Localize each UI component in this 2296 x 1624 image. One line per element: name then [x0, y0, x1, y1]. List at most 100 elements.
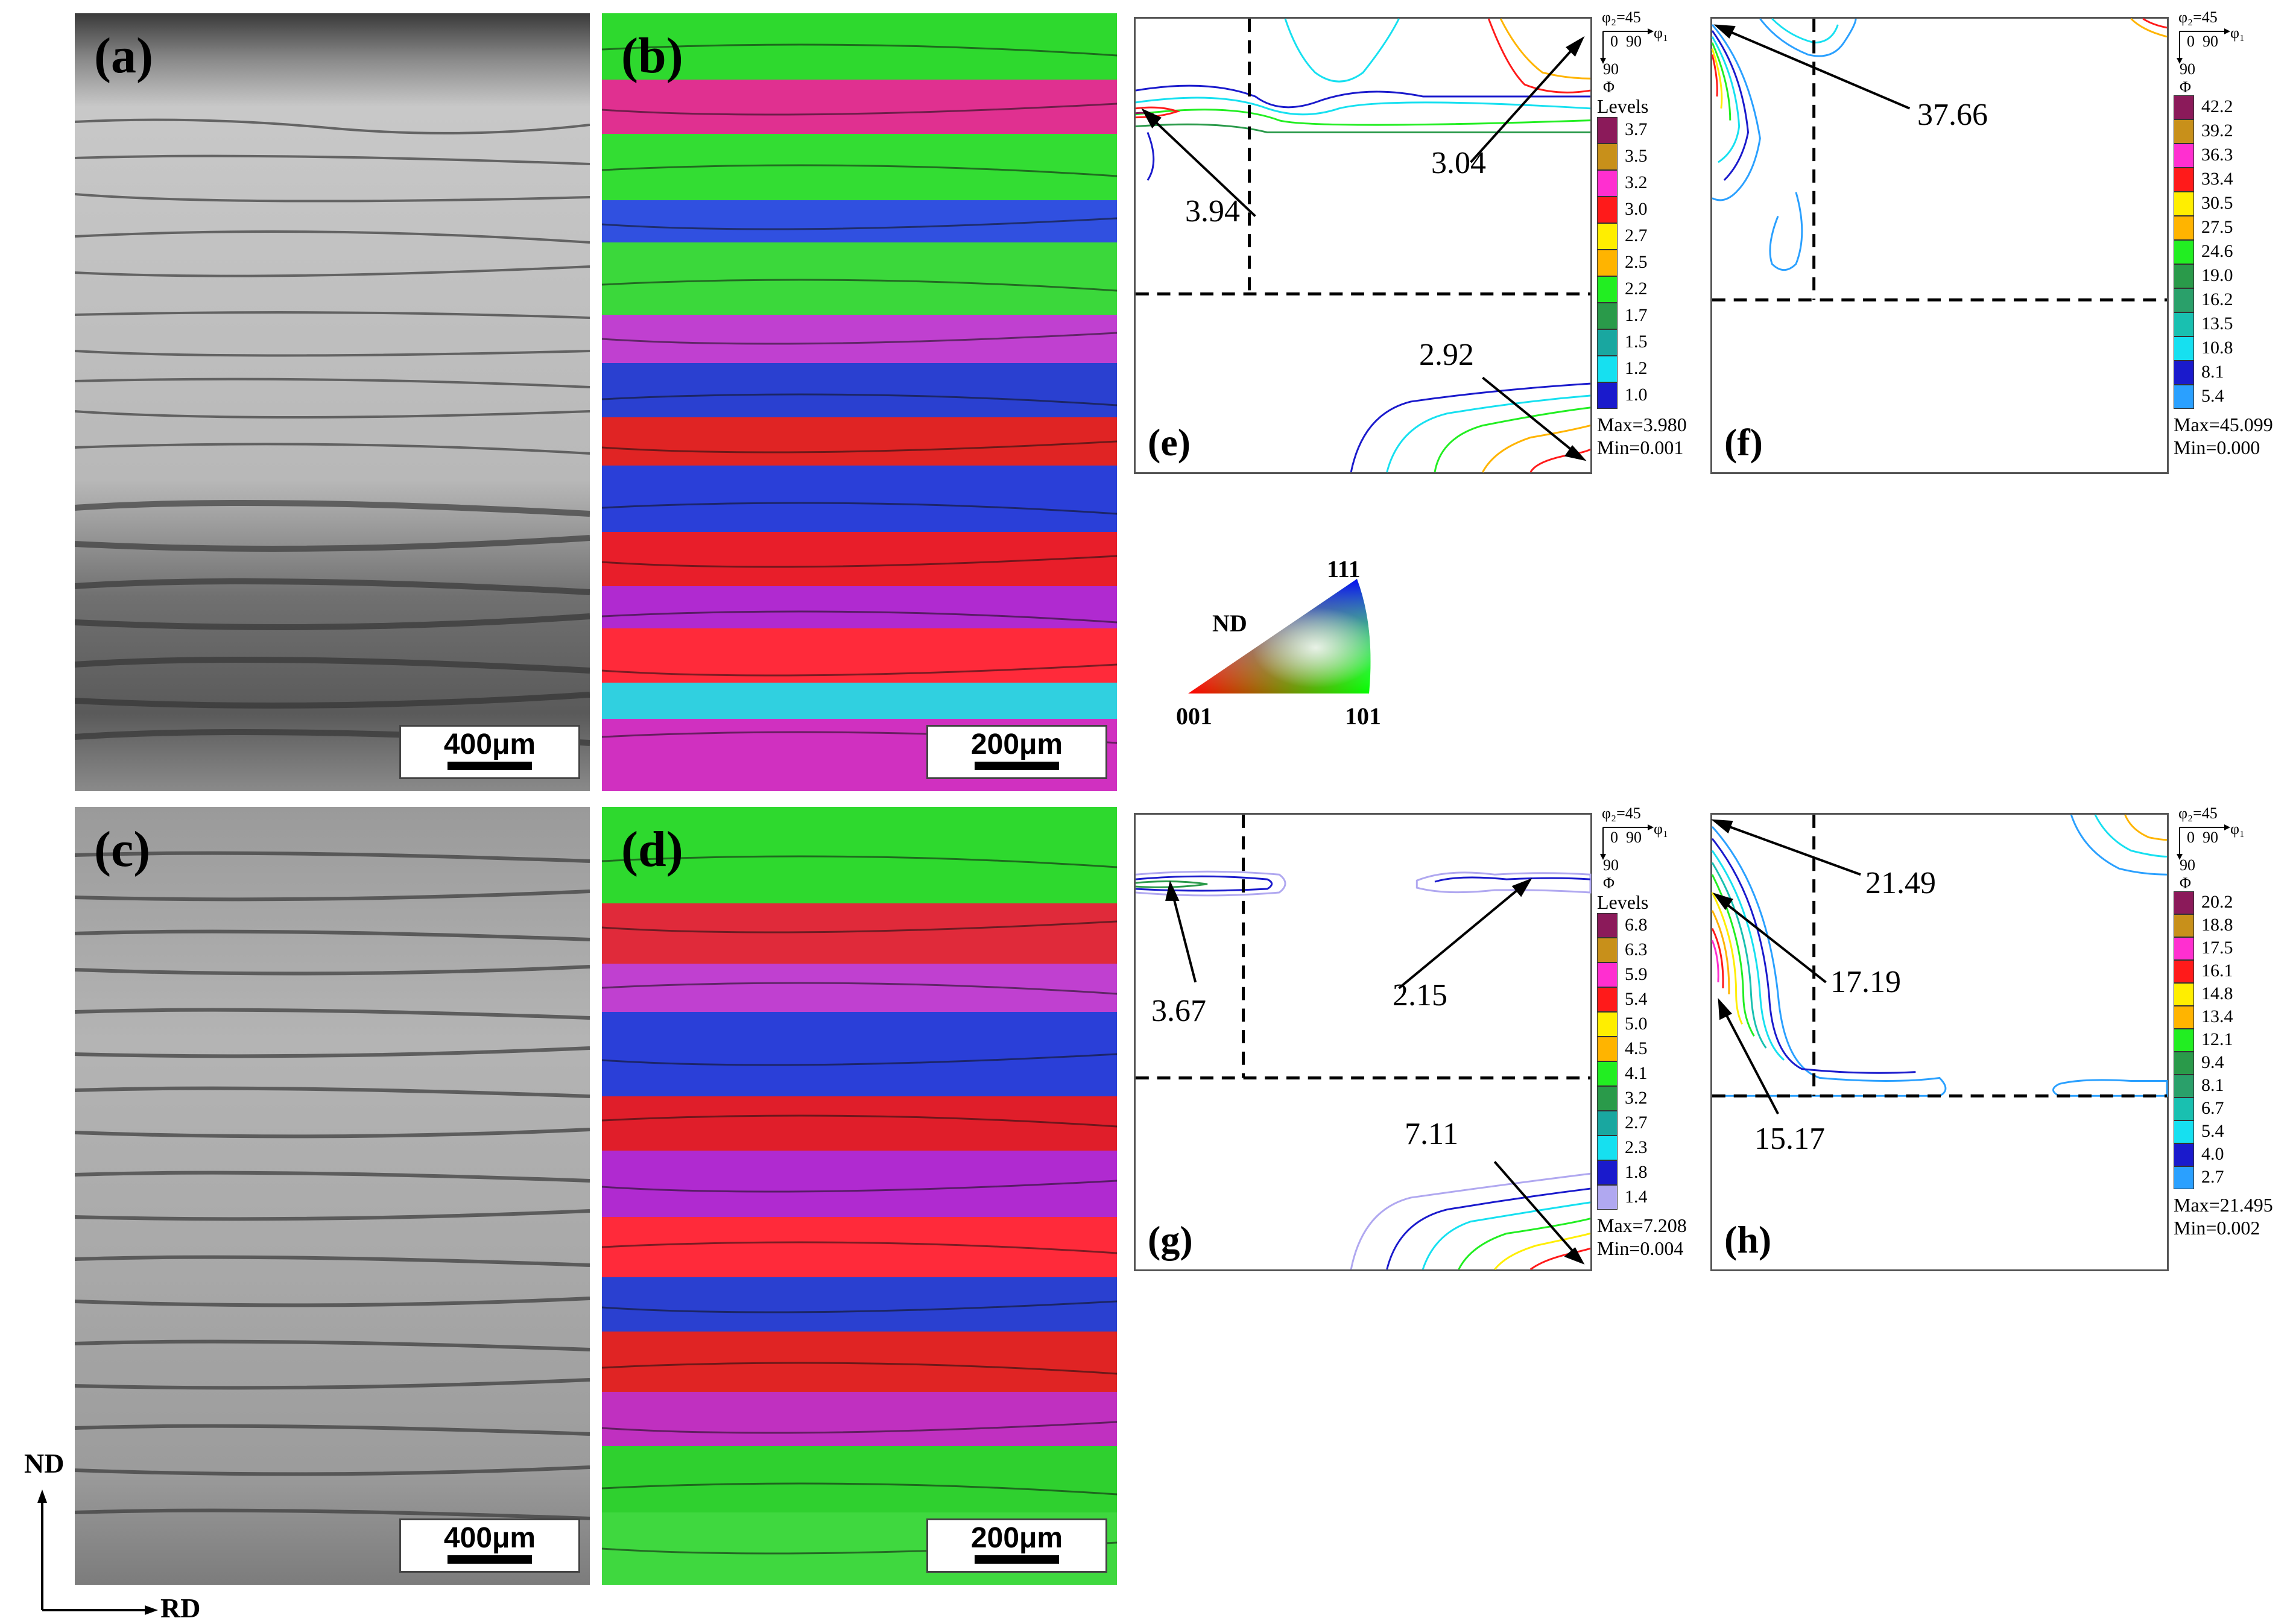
- odf-h-swatch: [2174, 937, 2194, 960]
- odf-h-swatch: [2174, 1120, 2194, 1143]
- odf-f-level-value: 42.2: [2201, 96, 2233, 116]
- odf-h-zero: 0: [2187, 829, 2195, 846]
- odf-h-swatch: [2174, 1029, 2194, 1052]
- odf-f-swatch: [2174, 192, 2194, 216]
- odf-e-level-value: 1.5: [1625, 332, 1648, 352]
- odf-e-axes-icon: φ₂=45 0 90 φ₁ 90 Φ: [1598, 8, 1669, 96]
- ebsd-b-bands: [602, 13, 1117, 791]
- odf-g-ninety-v: 90: [1603, 856, 1619, 874]
- odf-h-level-value: 17.5: [2201, 938, 2233, 958]
- nd-rd-axes: ND RD: [24, 1447, 200, 1623]
- odf-e-level-value: 1.0: [1625, 385, 1648, 405]
- scale-bar-b-line: [975, 762, 1059, 770]
- odf-e-axes-arrows: [1600, 28, 1654, 64]
- scale-bar-d-line: [975, 1555, 1059, 1564]
- odf-f-ninety-v: 90: [2180, 60, 2195, 78]
- odf-f-level-value: 16.2: [2201, 289, 2233, 309]
- odf-h-swatch: [2174, 1166, 2194, 1189]
- ipf-label-001: 001: [1176, 703, 1212, 730]
- odf-g-level-value: 3.2: [1625, 1087, 1648, 1108]
- odf-f-ninety-h: 90: [2203, 33, 2218, 50]
- odf-g-swatch: [1597, 1061, 1618, 1086]
- odf-g-level-value: 5.4: [1625, 988, 1648, 1009]
- odf-g-swatch: [1597, 962, 1618, 987]
- odf-g-phi2: φ₂=45: [1602, 804, 1641, 822]
- nd-axis-label: ND: [24, 1448, 65, 1479]
- odf-h-swatch: [2174, 1098, 2194, 1120]
- odf-g-level-value: 4.5: [1625, 1038, 1648, 1058]
- odf-f-level-value: 33.4: [2201, 169, 2233, 189]
- odf-f-max: Max=45.099: [2174, 414, 2273, 435]
- scale-bar-b-text: 200μm: [970, 728, 1063, 760]
- scale-bar-d-text: 200μm: [970, 1522, 1063, 1554]
- odf-f-swatch: [2174, 144, 2194, 168]
- scale-bar-a: 400μm: [399, 725, 580, 779]
- odf-g-min: Min=0.004: [1597, 1237, 1684, 1259]
- odf-h-axes-icon: φ₂=45 0 90 φ₁ 90 Φ: [2175, 804, 2245, 892]
- odf-f-swatch: [2174, 216, 2194, 240]
- panel-label-b: (b): [621, 28, 683, 84]
- odf-g-axes-icon: φ₂=45 0 90 φ₁ 90 Φ: [1598, 804, 1668, 892]
- odf-e-level-value: 2.5: [1625, 252, 1648, 272]
- odf-e-Phi: Φ: [1603, 78, 1615, 96]
- odf-f-level-value: 27.5: [2201, 217, 2233, 237]
- odf-f-level-value: 39.2: [2201, 121, 2233, 141]
- panel-label-e: (e): [1148, 421, 1191, 464]
- odf-h-level-value: 2.7: [2201, 1167, 2224, 1187]
- odf-f-level-value: 10.8: [2201, 338, 2233, 358]
- odf-h-legend: 20.2 18.8 17.5 16.1 14.8 13.4 12.1 9.4 8.1 6.7 5.4…: [2174, 891, 2273, 1277]
- odf-f-phi1: φ₁: [2230, 24, 2245, 42]
- odf-f-level-value: 8.1: [2201, 362, 2224, 382]
- odf-h-level-value: 5.4: [2201, 1121, 2224, 1141]
- odf-h-contours: [1710, 814, 2168, 1114]
- odf-e-contours: [1135, 18, 1591, 473]
- odf-e-level-value: 3.5: [1625, 146, 1648, 166]
- panel-label-a: (a): [94, 28, 153, 84]
- odf-section-g: 3.67 2.15 7.11 (g): [1134, 813, 1592, 1271]
- odf-h-level-value: 9.4: [2201, 1052, 2224, 1072]
- ipf-label-101: 101: [1345, 703, 1381, 730]
- scale-bar-d: 200μm: [926, 1518, 1107, 1573]
- odf-h-swatch: [2174, 1006, 2194, 1029]
- odf-g-ninety-h: 90: [1626, 829, 1642, 846]
- odf-h-peak-1: 21.49: [1865, 866, 1936, 900]
- scale-bar-a-line: [447, 762, 532, 770]
- odf-e-swatch: [1597, 382, 1618, 409]
- odf-g-legend: Levels 6.8 6.3 5.9 5.4 5.0 4.5 4.1 3.2 2.7 2.3 1.8 1…: [1597, 891, 1687, 1277]
- micrograph-a-texture: [75, 13, 590, 791]
- odf-e-max: Max=3.980: [1597, 414, 1687, 435]
- odf-g-swatch: [1597, 1086, 1618, 1111]
- odf-e-phi1: φ₁: [1654, 24, 1669, 42]
- odf-h-swatch: [2174, 983, 2194, 1006]
- odf-e-swatch: [1597, 276, 1618, 303]
- odf-e-level-value: 3.0: [1625, 199, 1648, 219]
- odf-f-level-value: 19.0: [2201, 265, 2233, 285]
- odf-g-peak-2: 2.15: [1393, 978, 1447, 1013]
- odf-h-swatch: [2174, 1143, 2194, 1166]
- odf-e-swatch: [1597, 356, 1618, 382]
- odf-e-level-value: 1.2: [1625, 358, 1648, 378]
- odf-e-legend: Levels 3.7 3.5 3.2 3.0 2.7 2.5 2.2 1.7 1.5 1.2 1.0 M…: [1597, 95, 1687, 475]
- scale-bar-a-text: 400μm: [443, 728, 536, 760]
- odf-e-phi2: φ₂=45: [1602, 8, 1641, 26]
- odf-h-min: Min=0.002: [2174, 1217, 2260, 1239]
- odf-g-peak-1: 3.67: [1151, 994, 1206, 1028]
- odf-e-swatch: [1597, 144, 1618, 170]
- panel-label-f: (f): [1724, 421, 1763, 464]
- odf-g-level-value: 1.8: [1625, 1161, 1648, 1182]
- odf-f-swatch: [2174, 336, 2194, 361]
- scale-bar-c-text: 400μm: [443, 1522, 536, 1554]
- odf-f-swatch: [2174, 361, 2194, 385]
- odf-h-ninety-v: 90: [2180, 856, 2195, 874]
- odf-f-min: Min=0.000: [2174, 437, 2260, 458]
- odf-g-swatch: [1597, 1037, 1618, 1061]
- odf-h-peak-3: 15.17: [1754, 1122, 1825, 1156]
- odf-g-swatch: [1597, 1012, 1618, 1037]
- odf-f-swatch: [2174, 168, 2194, 192]
- odf-h-Phi: Φ: [2180, 874, 2192, 892]
- odf-g-level-value: 1.4: [1625, 1186, 1648, 1207]
- odf-f-swatch: [2174, 385, 2194, 409]
- odf-h-level-value: 8.1: [2201, 1075, 2224, 1095]
- odf-section-h: 21.49 17.19 15.17 (h): [1710, 813, 2169, 1271]
- odf-h-level-value: 20.2: [2201, 892, 2233, 912]
